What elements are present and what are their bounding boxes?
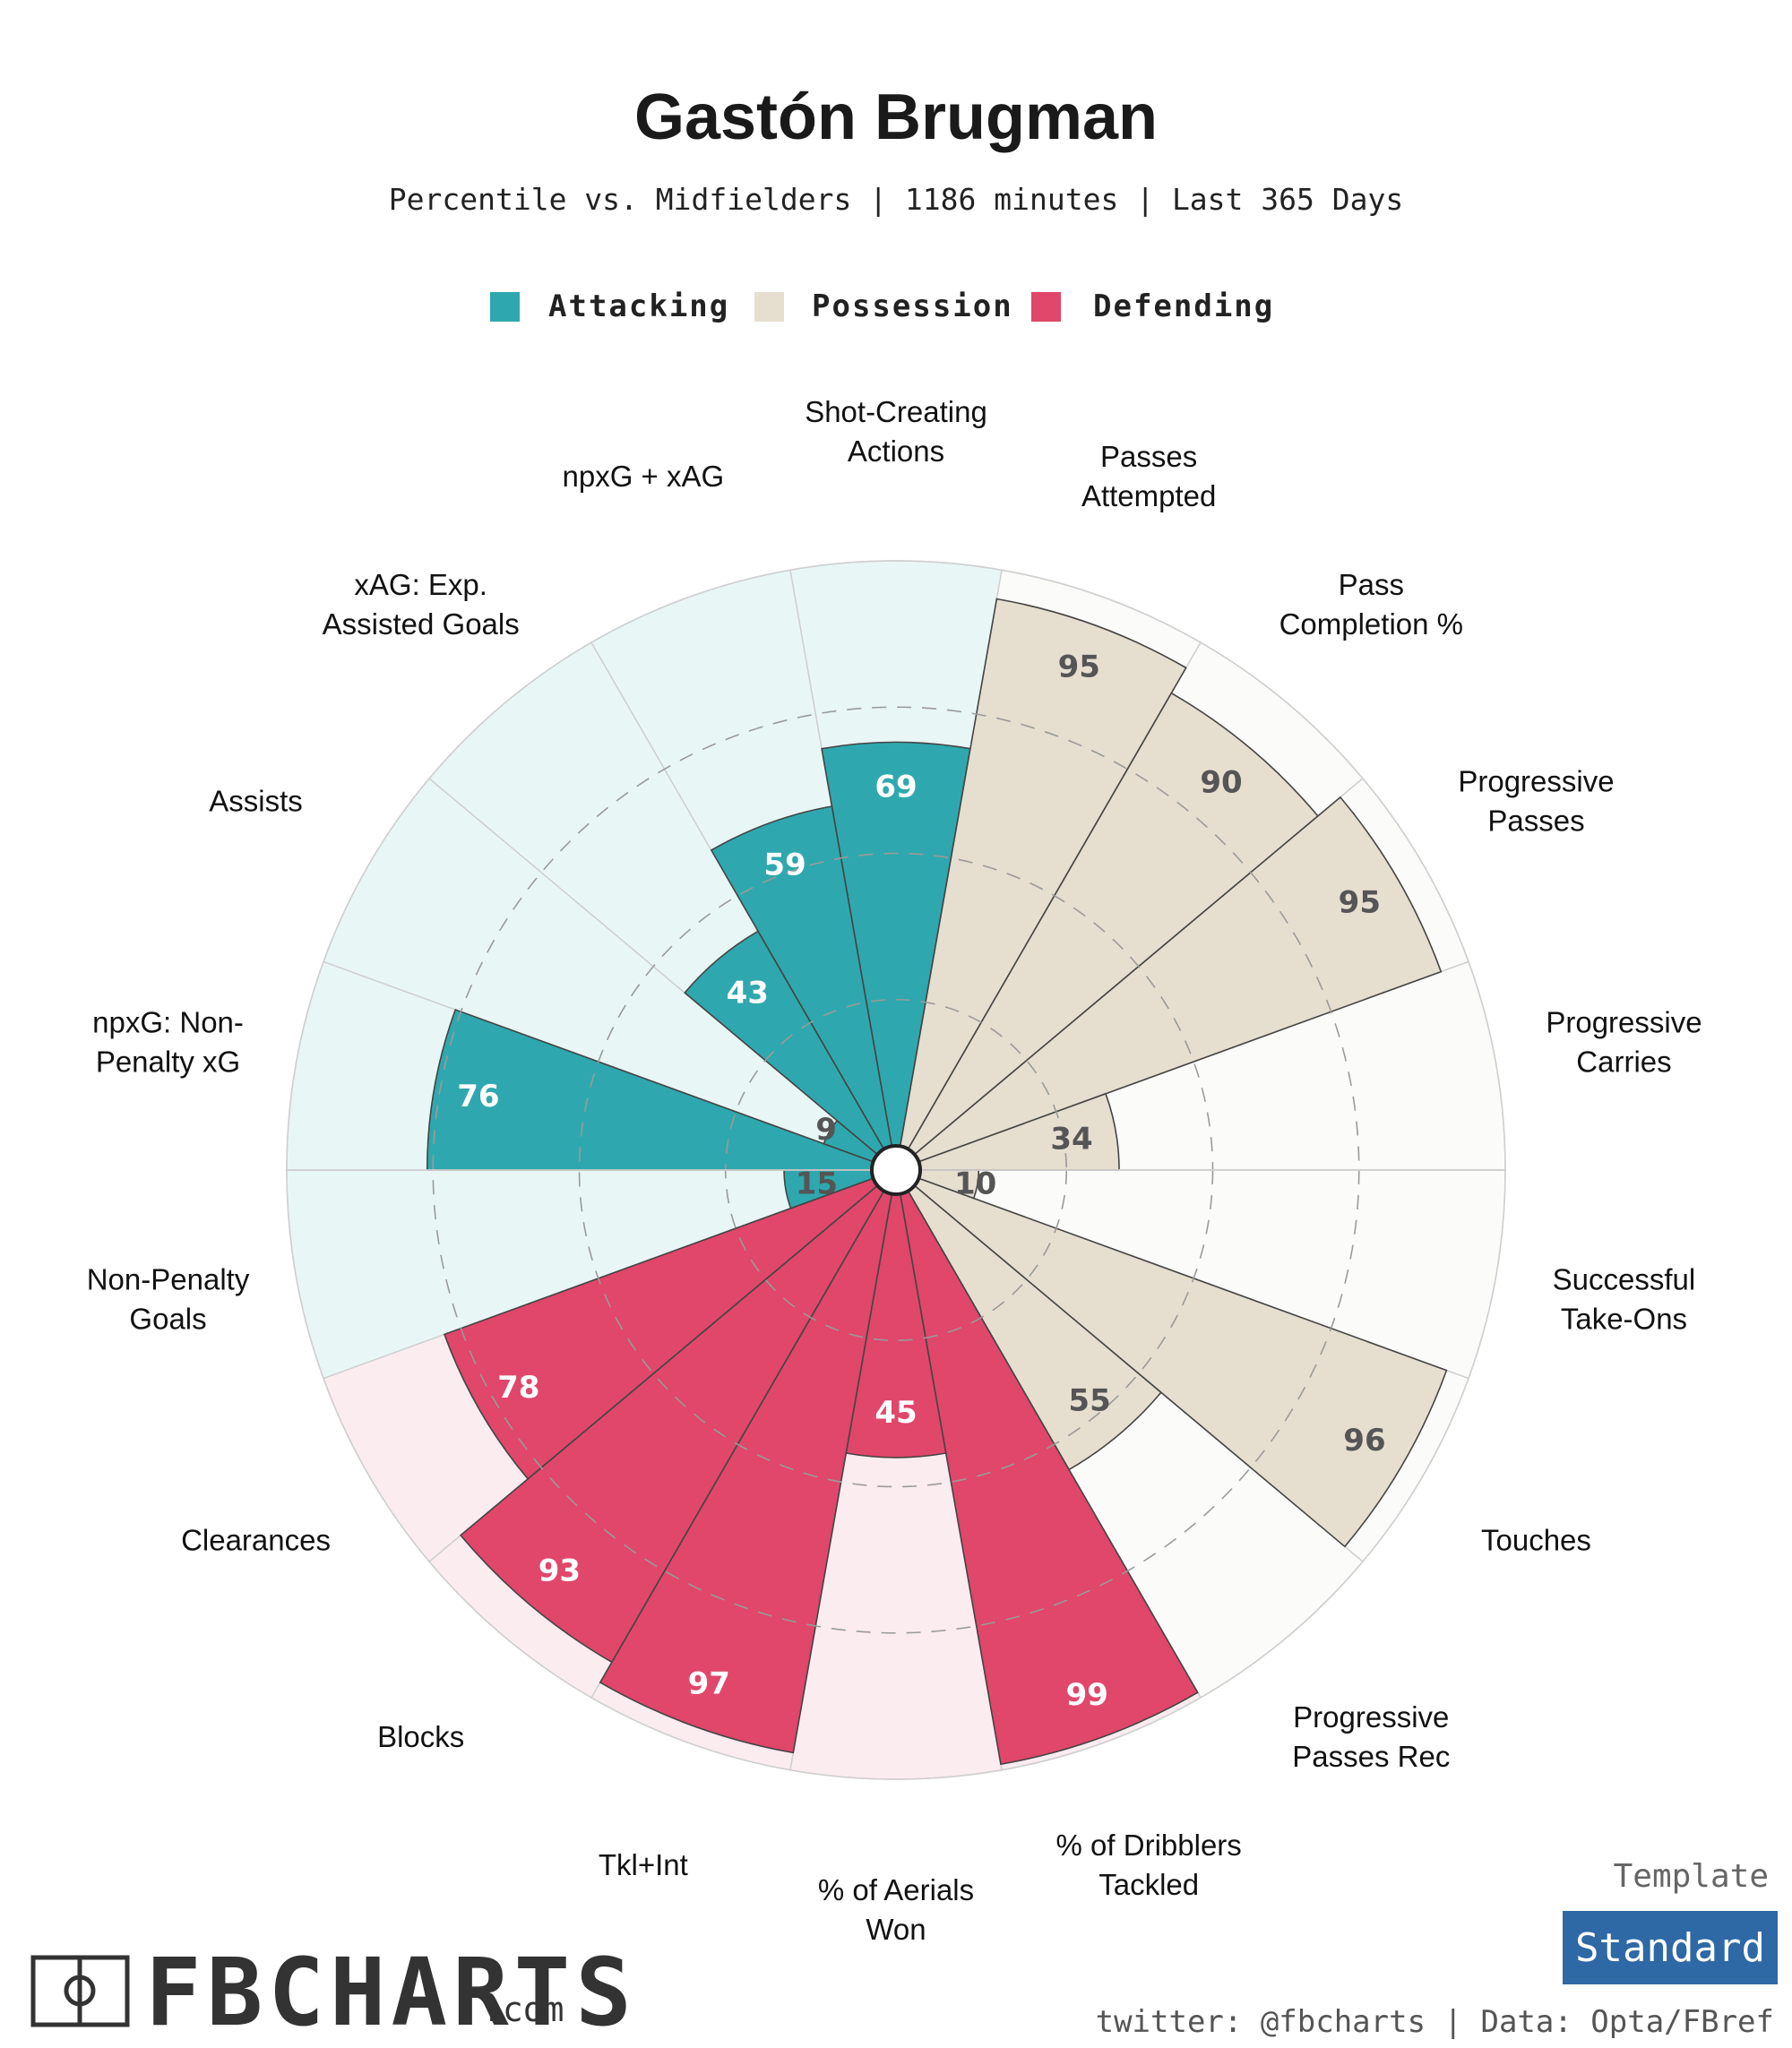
value-blocks: 93: [538, 1553, 581, 1589]
legend: Attacking Possession Defending: [490, 288, 1274, 324]
category-label-npxg-non-penalty-xg: npxG: Non-Penalty xG: [92, 1006, 244, 1079]
value-non-penalty-goals: 15: [796, 1166, 838, 1202]
category-label-xag-exp-assisted-goals: xAG: Exp. Assisted Goals: [323, 568, 520, 641]
bars: [426, 598, 1448, 1766]
category-label-shot-creating-actions: Shot-Creating Actions: [805, 395, 987, 468]
fbcharts-logo: FBCHARTS .com: [30, 1938, 637, 2047]
category-label-clearances: Clearances: [181, 1524, 331, 1557]
logo-wordmark: FBCHARTS: [145, 1938, 637, 2047]
category-label-pass-completion: Pass Completion %: [1279, 568, 1463, 641]
chart-subtitle: Percentile vs. Midfielders | 1186 minute…: [389, 182, 1403, 217]
value-of-dribblers-tackled: 99: [1066, 1677, 1108, 1713]
category-label-passes-attempted: Passes Attempted: [1081, 440, 1216, 512]
outer-ring: [286, 560, 1506, 1780]
legend-label-attacking: Attacking: [548, 288, 729, 324]
value-labels: 69 95 90 95 34 10 96 55 99 45 97 93 78 15 76 9 43 59: [457, 650, 1385, 1713]
value-pass-completion: 90: [1200, 764, 1242, 800]
category-label-assists: Assists: [209, 785, 303, 818]
template-badge: [1563, 1911, 1778, 1984]
value-tkl-int: 97: [688, 1666, 730, 1702]
data-credit: twitter: @fbcharts | Data: Opta/FBref: [1096, 2004, 1774, 2040]
category-label-of-aerials-won: % of Aerials Won: [818, 1873, 974, 1946]
value-clearances: 78: [497, 1370, 539, 1406]
category-label-non-penalty-goals: Non-Penalty Goals: [87, 1262, 250, 1335]
value-passes-attempted: 95: [1058, 650, 1100, 685]
legend-swatch-attacking: [490, 292, 520, 322]
value-successful-take-ons: 10: [954, 1166, 996, 1202]
value-shot-creating-actions: 69: [874, 769, 917, 805]
legend-swatch-defending: [1031, 292, 1061, 322]
category-label-blocks: Blocks: [377, 1720, 464, 1753]
category-label-tkl-int: Tkl+Int: [599, 1848, 688, 1881]
legend-swatch-possession: [754, 292, 784, 322]
value-assists: 9: [815, 1112, 837, 1148]
legend-label-defending: Defending: [1093, 288, 1274, 324]
value-progressive-passes: 95: [1339, 884, 1381, 920]
category-label-progressive-passes-rec: Progressive Passes Rec: [1292, 1700, 1450, 1773]
logo-suffix: .com: [482, 1990, 564, 2029]
category-label-successful-take-ons: Successful Take-Ons: [1553, 1262, 1696, 1335]
value-touches: 96: [1343, 1423, 1385, 1459]
value-npxg-xag: 59: [763, 848, 806, 883]
value-xag-exp-assisted-goals: 43: [727, 976, 769, 1011]
pitch-icon: [30, 1955, 130, 2027]
category-label-npxg-xag: npxG + xAG: [562, 460, 724, 493]
chart-title: Gastón Brugman: [634, 82, 1158, 153]
legend-label-possession: Possession: [812, 288, 1013, 324]
category-label-progressive-passes: Progressive Passes: [1458, 765, 1614, 838]
category-label-of-dribblers-tackled: % of Dribblers Tackled: [1056, 1829, 1242, 1901]
center-hole: [870, 1144, 922, 1196]
category-label-touches: Touches: [1481, 1524, 1591, 1557]
value-npxg-non-penalty-xg: 76: [457, 1079, 499, 1114]
value-of-aerials-won: 45: [874, 1395, 917, 1431]
category-label-progressive-carries: Progressive Carries: [1546, 1006, 1702, 1079]
value-progressive-passes-rec: 55: [1068, 1383, 1110, 1419]
template-value: Standard: [1575, 1925, 1765, 1971]
value-progressive-carries: 34: [1050, 1121, 1092, 1157]
category-labels: Shot-Creating Actions Passes Attempted Pass C…: [87, 395, 1702, 1946]
template-label: Template: [1614, 1858, 1769, 1895]
